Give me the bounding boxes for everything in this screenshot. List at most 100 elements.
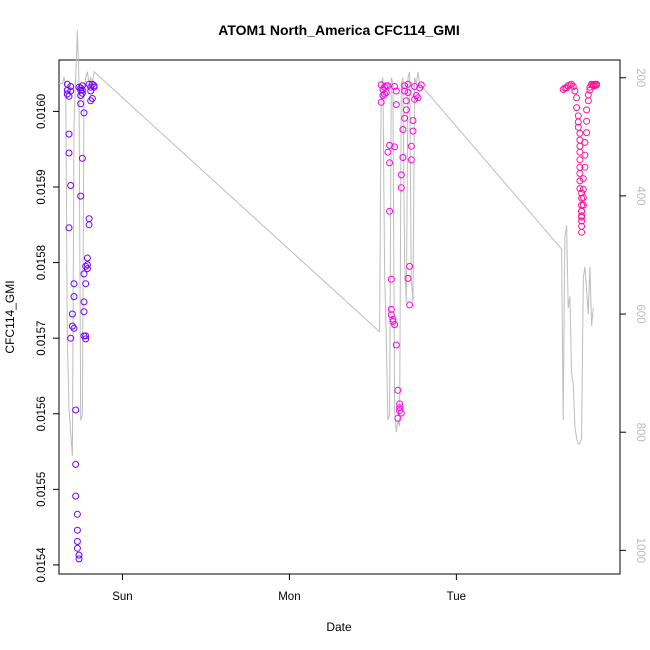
data-point: [88, 95, 96, 102]
data-point: [65, 224, 73, 232]
data-point: [83, 254, 91, 262]
data-point: [67, 182, 75, 189]
data-point: [574, 112, 582, 120]
data-point: [386, 159, 394, 167]
data-point: [72, 492, 80, 500]
secondary-line: [59, 30, 594, 456]
data-point: [392, 341, 400, 349]
data-point: [72, 406, 80, 414]
data-point: [387, 275, 395, 283]
data-point: [77, 192, 85, 200]
y2-tick-label: 400: [634, 186, 646, 205]
data-point: [73, 526, 81, 534]
data-point: [401, 114, 409, 122]
data-point: [411, 83, 419, 90]
data-point: [394, 414, 402, 422]
data-point: [397, 184, 405, 192]
data-point: [578, 207, 586, 215]
data-point: [68, 322, 76, 330]
data-point: [67, 83, 75, 90]
data-point: [75, 551, 83, 559]
data-point: [394, 386, 402, 394]
data-point: [404, 89, 412, 96]
data-point: [391, 321, 399, 329]
y-tick-label: 0.0155: [36, 472, 48, 507]
data-point: [70, 280, 78, 288]
data-point: [409, 117, 417, 124]
data-point: [67, 334, 75, 342]
x-tick-label: Tue: [447, 591, 466, 603]
data-point: [85, 221, 93, 229]
data-point: [384, 148, 392, 156]
data-point: [579, 175, 587, 183]
data-point: [402, 97, 410, 105]
data-point: [583, 106, 591, 114]
data-point: [573, 94, 581, 102]
y-tick-label: 0.0156: [36, 396, 48, 431]
data-point: [82, 332, 90, 340]
data-point: [78, 154, 86, 162]
data-point: [576, 185, 584, 192]
data-point: [386, 207, 394, 215]
data-point: [576, 169, 584, 177]
data-point: [73, 538, 81, 545]
data-point: [578, 217, 586, 225]
data-point: [579, 185, 587, 193]
data-point: [409, 127, 417, 135]
data-point: [387, 305, 395, 313]
data-point: [402, 106, 410, 114]
data-point: [593, 80, 601, 88]
data-point: [65, 149, 73, 157]
data-point: [417, 81, 425, 89]
data-point: [78, 86, 86, 94]
data-point: [83, 261, 91, 269]
data-point: [559, 86, 567, 93]
data-point: [386, 141, 394, 149]
data-point: [396, 400, 404, 408]
data-point: [65, 130, 73, 138]
data-point: [381, 90, 389, 98]
data-point: [90, 83, 98, 91]
data-point: [392, 101, 400, 109]
data-point: [579, 194, 587, 202]
data-point: [72, 460, 80, 468]
data-point: [397, 171, 405, 179]
data-point: [399, 154, 407, 161]
data-point: [391, 143, 399, 151]
data-point: [377, 98, 385, 106]
data-point: [407, 142, 415, 150]
data-point: [401, 87, 409, 95]
y-tick-label: 0.0158: [36, 245, 48, 280]
y2-tick-label: 200: [634, 68, 646, 87]
y2-tick-label: 600: [634, 304, 646, 323]
data-point: [67, 87, 75, 95]
data-point: [411, 95, 419, 103]
data-point: [70, 293, 78, 301]
data-point: [406, 301, 414, 309]
y2-tick-label: 800: [634, 423, 646, 442]
data-point: [581, 163, 589, 171]
data-point: [404, 80, 412, 88]
data-point: [70, 324, 78, 332]
data-point: [382, 89, 390, 96]
data-point: [82, 262, 90, 270]
data-point: [73, 510, 81, 518]
data-point: [80, 270, 88, 278]
data-point: [73, 544, 81, 552]
data-point: [576, 156, 584, 164]
data-point: [406, 262, 414, 270]
data-point: [397, 409, 405, 417]
data-point: [401, 82, 409, 90]
data-point: [77, 100, 85, 108]
data-point: [399, 126, 407, 133]
data-point: [576, 148, 584, 156]
data-point: [78, 89, 86, 97]
data-point: [68, 310, 76, 318]
data-point: [583, 129, 591, 137]
data-point: [569, 83, 577, 90]
y-axis-label: CFC114_GMI: [3, 280, 17, 353]
data-point: [392, 87, 400, 95]
data-point: [578, 228, 586, 236]
plot-frame: [58, 59, 621, 575]
